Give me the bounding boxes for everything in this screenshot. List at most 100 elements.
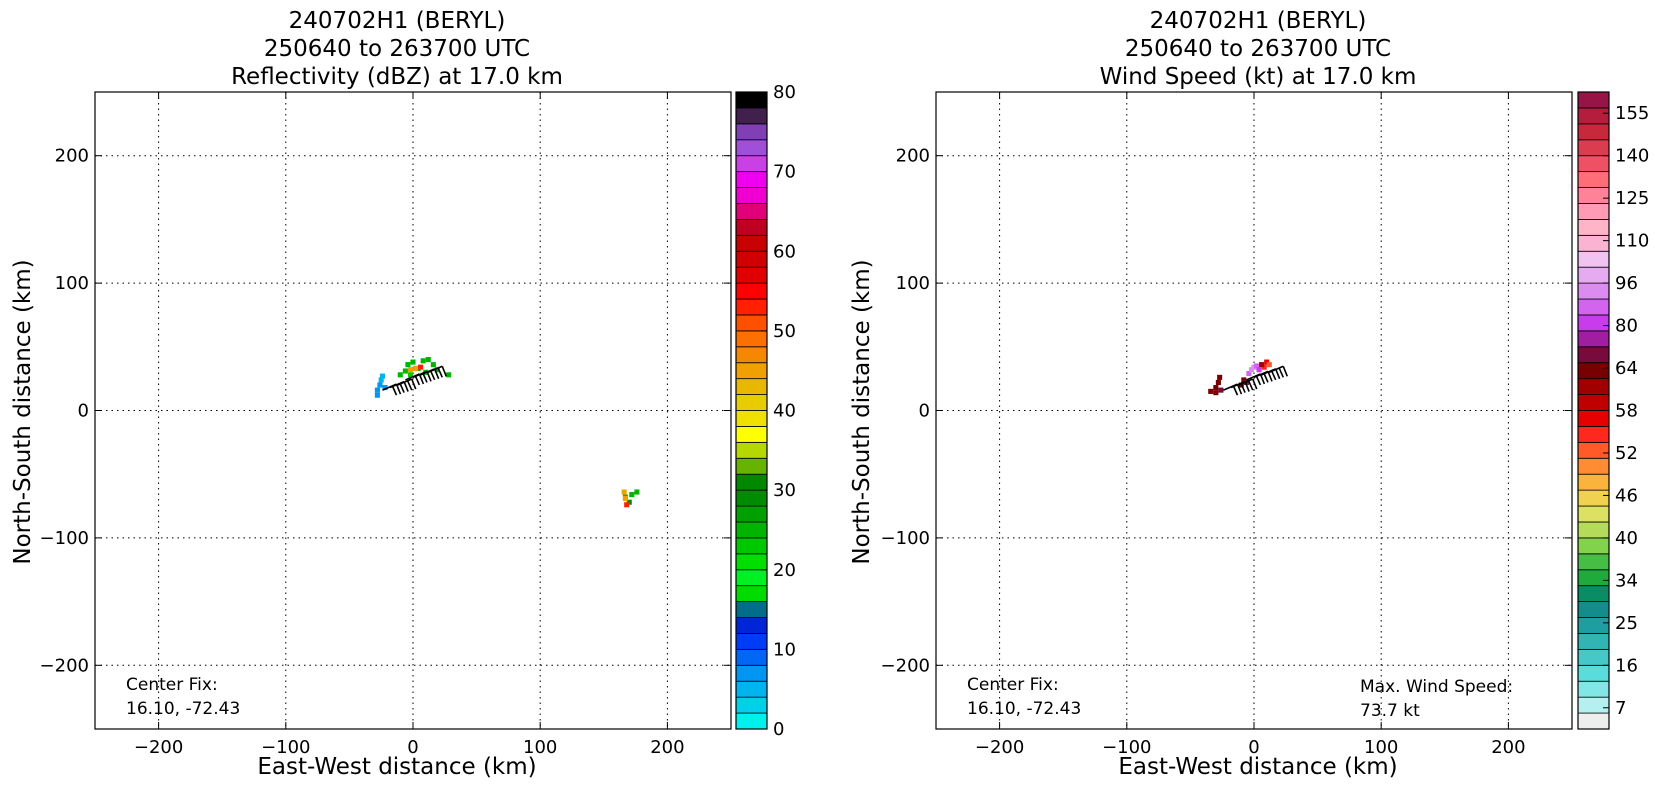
colorbar-segment xyxy=(735,218,768,236)
x-tick-label: −100 xyxy=(261,737,310,758)
colorbar-segment xyxy=(735,569,768,587)
colorbar-segment xyxy=(1577,680,1610,698)
colorbar-tick-label: 50 xyxy=(773,321,796,342)
colorbar-tick-label: 30 xyxy=(773,480,796,501)
y-tick-label: 200 xyxy=(55,146,89,167)
colorbar-segment xyxy=(1577,537,1610,555)
colorbar-segment xyxy=(1577,330,1610,348)
colorbar-segment xyxy=(735,680,768,698)
wind-speed-panel: 240702H1 (BERYL) 250640 to 263700 UTC Wi… xyxy=(849,8,1649,780)
colorbar-segment xyxy=(1577,139,1610,157)
colorbar-tick-label: 52 xyxy=(1615,443,1638,464)
colorbar-tick-label: 96 xyxy=(1615,273,1638,294)
data-cell xyxy=(621,489,627,495)
data-cell xyxy=(410,359,416,365)
colorbar-tick-label: 140 xyxy=(1615,146,1649,167)
colorbar-tick-label: 60 xyxy=(773,241,796,262)
colorbar-segment xyxy=(735,712,768,730)
colorbar-segment xyxy=(1577,553,1610,571)
title-line-2: 250640 to 263700 UTC xyxy=(1125,36,1391,62)
colorbar-segment xyxy=(1577,473,1610,491)
colorbar-segment xyxy=(735,585,768,602)
colorbar-segment xyxy=(1577,394,1610,411)
colorbar-segment xyxy=(735,171,768,188)
colorbar-segment xyxy=(735,91,768,109)
x-tick-label: −200 xyxy=(134,737,183,758)
x-tick-label: 100 xyxy=(1364,737,1398,758)
colorbar-segment xyxy=(735,664,768,682)
colorbar-segment xyxy=(735,633,768,650)
colorbar-tick-label: 16 xyxy=(1615,655,1638,676)
data-cell xyxy=(397,372,403,378)
x-tick-label: 200 xyxy=(1491,737,1525,758)
colorbar-segment xyxy=(735,394,768,411)
colorbar-segment xyxy=(735,648,768,666)
x-tick-label: −100 xyxy=(1102,737,1151,758)
colorbar-segment xyxy=(735,187,768,204)
colorbar-segment xyxy=(735,298,768,316)
colorbar-segment xyxy=(735,203,768,220)
y-tick-label: 0 xyxy=(78,401,89,422)
colorbar-tick-label: 125 xyxy=(1615,188,1649,209)
colorbar-tick-label: 64 xyxy=(1615,358,1638,379)
data-cell xyxy=(1246,371,1252,377)
colorbar-segment xyxy=(1577,585,1610,602)
reflectivity-panel: 240702H1 (BERYL) 250640 to 263700 UTC Re… xyxy=(10,8,796,780)
y-tick-label: −200 xyxy=(40,655,89,676)
colorbar-segment xyxy=(1577,91,1610,109)
wind-barb xyxy=(1238,378,1258,391)
data-cell xyxy=(374,387,380,393)
y-tick-label: 0 xyxy=(919,401,930,422)
data-cell xyxy=(434,367,440,373)
colorbar-segment xyxy=(1577,617,1610,634)
colorbar-tick-label: 80 xyxy=(1615,316,1638,337)
colorbar-segment xyxy=(1577,426,1610,443)
colorbar-tick-label: 25 xyxy=(1615,613,1638,634)
data-cell xyxy=(1218,387,1224,393)
colorbar-segment xyxy=(735,362,768,380)
colorbar-segment xyxy=(735,282,768,300)
colorbar-segment xyxy=(1577,712,1610,730)
colorbar-segment xyxy=(735,107,768,125)
x-tick-label: 200 xyxy=(650,737,684,758)
wind-barb xyxy=(427,365,448,378)
colorbar-tick-label: 70 xyxy=(773,162,796,183)
colorbar-segment xyxy=(1577,505,1610,523)
colorbar-segment xyxy=(735,234,768,252)
data-cell xyxy=(1259,362,1265,368)
x-axis-label: East-West distance (km) xyxy=(257,754,536,780)
colorbar-segment xyxy=(1577,250,1610,268)
colorbar-tick-label: 10 xyxy=(773,639,796,660)
colorbar-segment xyxy=(1577,696,1610,714)
data-cell xyxy=(379,373,386,379)
data-cell xyxy=(1266,362,1272,368)
colorbar-segment xyxy=(735,330,768,348)
colorbar-segment xyxy=(1577,107,1610,125)
title-line-1: 240702H1 (BERYL) xyxy=(1150,8,1367,34)
title-line-3: Wind Speed (kt) at 17.0 km xyxy=(1100,64,1417,90)
colorbar-segment xyxy=(735,346,768,364)
data-cell xyxy=(378,377,384,383)
data-cell xyxy=(377,382,383,388)
x-tick-label: −200 xyxy=(975,737,1024,758)
colorbar-segment xyxy=(1577,457,1610,475)
x-tick-label: 0 xyxy=(407,737,418,758)
y-tick-label: −200 xyxy=(881,655,930,676)
data-cell xyxy=(418,364,424,370)
colorbar-segment xyxy=(1577,266,1610,284)
colorbar-segment xyxy=(1577,441,1610,459)
colorbar-segment xyxy=(735,489,768,507)
colorbar-segment xyxy=(1577,187,1610,204)
colorbar-tick-label: 0 xyxy=(773,719,784,740)
colorbar-segment xyxy=(1577,664,1610,682)
center-fix-value: 16.10, -72.43 xyxy=(126,699,240,719)
colorbar-segment xyxy=(1577,123,1610,141)
colorbar-segment xyxy=(1577,633,1610,650)
colorbar-segment xyxy=(735,410,768,427)
data-cell xyxy=(1217,374,1223,380)
x-axis-label: East-West distance (km) xyxy=(1118,754,1397,780)
colorbar-segment xyxy=(1577,648,1610,666)
colorbar-segment xyxy=(735,457,768,475)
colorbar-segment xyxy=(1577,203,1610,220)
